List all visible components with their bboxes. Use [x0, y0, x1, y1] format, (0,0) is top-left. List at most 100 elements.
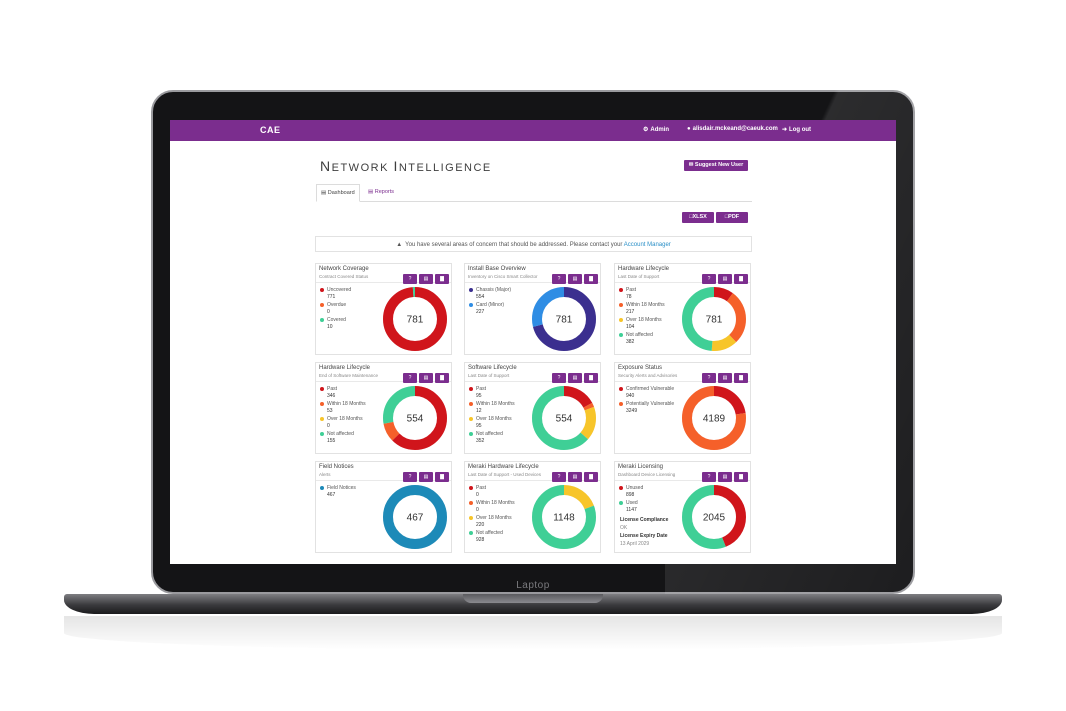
table-button[interactable]: ▤ — [568, 274, 582, 284]
card-subtitle: Inventory on Cisco Smart Collector — [468, 274, 538, 279]
legend-dot-icon — [469, 387, 473, 391]
user-account-link[interactable]: ● alisdair.mckeand@caeuk.com — [687, 126, 778, 132]
dashboard-card: Network Coverage Contract Covered Status?… — [315, 263, 452, 355]
donut-segment[interactable] — [532, 386, 596, 450]
legend-value: 227 — [476, 309, 485, 315]
donut-segment[interactable] — [383, 485, 447, 549]
table-button[interactable]: ▤ — [568, 373, 582, 383]
donut-segment[interactable] — [532, 485, 596, 549]
legend-value: 12 — [476, 408, 482, 414]
license-info-text: OK — [620, 525, 628, 531]
donut-segment[interactable] — [532, 386, 596, 450]
table-button[interactable]: ▤ — [419, 274, 433, 284]
legend-label: Past — [327, 386, 338, 392]
info-button[interactable]: ? — [403, 373, 417, 383]
export-pdf-button[interactable]: □PDF — [716, 212, 748, 223]
donut-segment[interactable] — [682, 287, 746, 351]
donut-segment[interactable] — [383, 287, 447, 351]
dashboard-card: Hardware Lifecycle Last Date of Support? ▤… — [614, 263, 751, 355]
legend-value: 0 — [476, 492, 479, 498]
donut-segment[interactable] — [682, 287, 746, 351]
donut-chart: 467 — [383, 485, 447, 549]
donut-segment[interactable] — [682, 386, 746, 450]
tab-dashboard[interactable]: ▤ Dashboard — [316, 184, 360, 202]
legend-value: 95 — [476, 393, 482, 399]
legend-value: 382 — [626, 339, 635, 345]
donut-chart: 781 — [383, 287, 447, 351]
legend-value: 1147 — [626, 507, 637, 513]
table-button[interactable]: ▤ — [419, 373, 433, 383]
tab-reports[interactable]: ▤ Reports — [368, 189, 394, 195]
legend-label: Within 18 Months — [476, 401, 515, 407]
legend-label: Within 18 Months — [476, 500, 515, 506]
legend-label: Card (Minor) — [476, 302, 505, 308]
legend-value: 467 — [327, 492, 336, 498]
brand-logo[interactable]: CAE — [260, 125, 281, 135]
card-header: Software Lifecycle Last Date of Support? ▤… — [465, 363, 600, 383]
laptop-base — [64, 594, 1002, 614]
legend-label: Covered — [327, 317, 346, 323]
chart-button[interactable]: ▇ — [435, 274, 449, 284]
chart-button[interactable]: ▇ — [734, 472, 748, 482]
logout-link[interactable]: ➜ Log out — [782, 126, 811, 133]
info-button[interactable]: ? — [552, 472, 566, 482]
chart-button[interactable]: ▇ — [734, 373, 748, 383]
legend-dot-icon — [619, 288, 623, 292]
info-button[interactable]: ? — [552, 274, 566, 284]
info-button[interactable]: ? — [403, 274, 417, 284]
legend-dot-icon — [320, 303, 324, 307]
legend-label: Unused — [626, 485, 644, 491]
chart-button[interactable]: ▇ — [584, 373, 598, 383]
card-actions: ? ▤ ▇ — [401, 465, 449, 483]
legend-label: Overdue — [327, 302, 347, 308]
laptop-reflection — [64, 616, 1002, 650]
account-manager-link[interactable]: Account Manager — [623, 242, 671, 248]
admin-link[interactable]: ⚙ Admin — [643, 126, 669, 133]
envelope-icon: ✉ — [688, 162, 694, 168]
legend-value: 220 — [476, 522, 485, 528]
donut-segment[interactable] — [682, 287, 746, 351]
card-title: Install Base Overview — [468, 266, 526, 272]
table-button[interactable]: ▤ — [568, 472, 582, 482]
chart-button[interactable]: ▇ — [734, 274, 748, 284]
table-button[interactable]: ▤ — [718, 274, 732, 284]
legend-label: Within 18 Months — [626, 302, 665, 308]
card-title: Hardware Lifecycle — [319, 365, 371, 371]
info-button[interactable]: ? — [403, 472, 417, 482]
info-button[interactable]: ? — [702, 373, 716, 383]
table-button[interactable]: ▤ — [718, 373, 732, 383]
legend-value: 95 — [476, 423, 482, 429]
legend-label: Not affected — [476, 530, 503, 536]
card-actions: ? ▤ ▇ — [401, 267, 449, 285]
info-button[interactable]: ? — [702, 274, 716, 284]
concern-alert: ▲ You have several areas of concern that … — [315, 236, 752, 252]
table-button[interactable]: ▤ — [718, 472, 732, 482]
chart-button[interactable]: ▇ — [584, 274, 598, 284]
admin-label: Admin — [650, 127, 670, 133]
export-xlsx-button[interactable]: □XLSX — [682, 212, 714, 223]
legend-label: Past — [476, 386, 487, 392]
donut-segment[interactable] — [532, 287, 596, 351]
card-header: Network Coverage Contract Covered Status?… — [316, 264, 451, 285]
chart-button[interactable]: ▇ — [435, 472, 449, 482]
legend-label: Over 18 Months — [476, 416, 512, 422]
card-title: Field Notices — [319, 464, 354, 470]
table-button[interactable]: ▤ — [419, 472, 433, 482]
chart-button[interactable]: ▇ — [584, 472, 598, 482]
legend-dot-icon — [320, 402, 324, 406]
page-title: NETWORK INTELLIGENCE — [320, 158, 492, 174]
legend-dot-icon — [320, 432, 324, 436]
chart-button[interactable]: ▇ — [435, 373, 449, 383]
donut-chart: 2045 — [682, 485, 746, 549]
legend-value: 0 — [327, 309, 330, 315]
legend-label: Over 18 Months — [626, 317, 662, 323]
suggest-new-user-button[interactable]: ✉ Suggest New User — [684, 160, 748, 171]
dashboard-card: Software Lifecycle Last Date of Support? ▤… — [464, 362, 601, 454]
info-button[interactable]: ? — [702, 472, 716, 482]
card-actions: ? ▤ ▇ — [550, 267, 598, 285]
logout-icon: ➜ — [782, 127, 788, 133]
donut-segment[interactable] — [682, 485, 746, 549]
info-button[interactable]: ? — [552, 373, 566, 383]
donut-segment[interactable] — [383, 386, 447, 450]
file-icon: □ — [689, 214, 693, 220]
